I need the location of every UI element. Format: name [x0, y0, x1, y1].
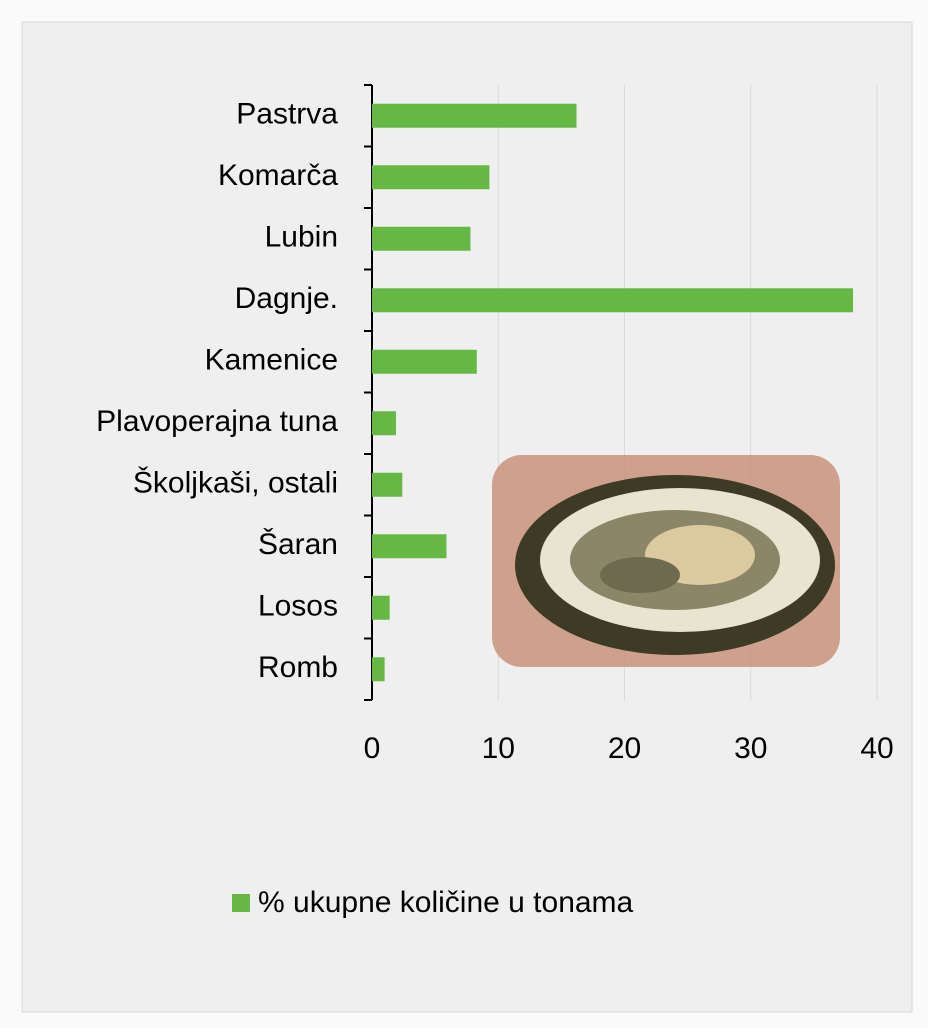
y-tick-label: Kamenice — [205, 344, 338, 377]
legend: % ukupne količine u tonama — [232, 886, 634, 919]
y-tick-label: Romb — [258, 651, 338, 684]
x-tick-label: 10 — [482, 732, 515, 765]
x-tick-label: 40 — [860, 732, 893, 765]
y-tick-label: Losos — [258, 590, 338, 623]
x-tick-label: 30 — [734, 732, 767, 765]
plot-area: 0 10 20 30 40 Pastrva Komarča Lubin Dagnje. Kamen… — [96, 84, 894, 765]
bar — [372, 657, 385, 682]
x-tick-label: 20 — [608, 732, 641, 765]
y-tick-label: Komarča — [218, 159, 338, 192]
bar — [372, 411, 396, 436]
legend-label: % ukupne količine u tonama — [258, 886, 634, 919]
y-tick-label: Školjkaši, ostali — [133, 466, 338, 500]
y-tick-label: Šaran — [258, 527, 338, 561]
y-tick-label: Dagnje. — [235, 282, 338, 315]
legend-swatch — [232, 894, 250, 912]
y-tick-label: Pastrva — [236, 98, 338, 131]
bar — [372, 534, 447, 559]
y-tick-label: Plavoperajna tuna — [96, 405, 338, 438]
y-tick-label: Lubin — [265, 221, 338, 254]
bar — [372, 349, 477, 374]
oyster-photo — [492, 455, 840, 667]
bar — [372, 595, 390, 620]
bar — [372, 165, 490, 190]
bar — [372, 472, 403, 497]
bar — [372, 226, 471, 251]
bar — [372, 103, 577, 128]
bar — [372, 288, 854, 313]
x-tick-label: 0 — [364, 732, 381, 765]
